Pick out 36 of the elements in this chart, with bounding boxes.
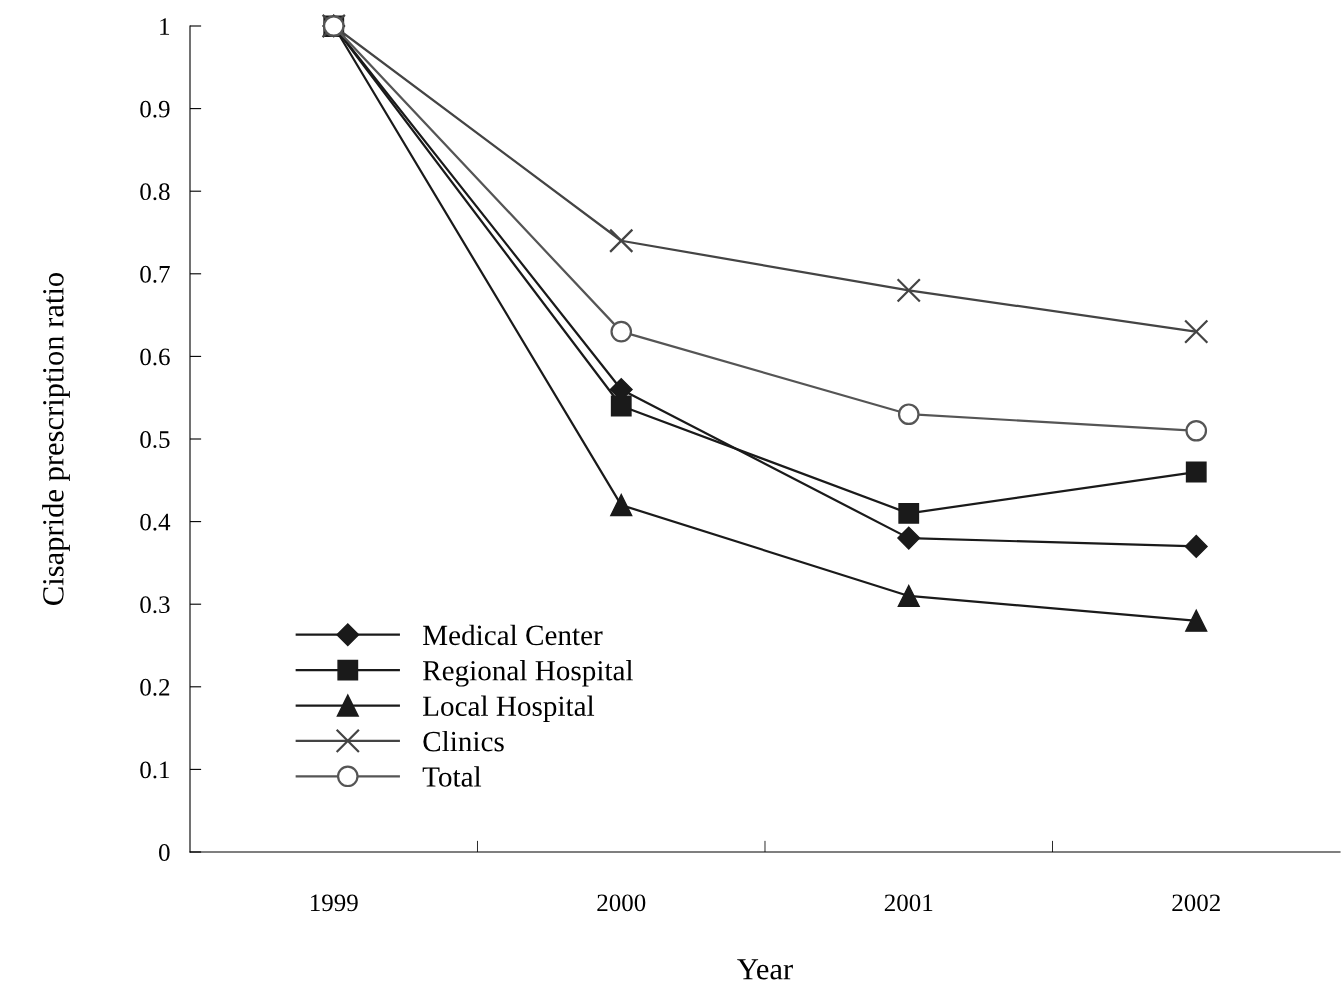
point: [896, 278, 921, 303]
x-tick-label: 2000: [597, 894, 646, 912]
legend-label: Total: [422, 766, 482, 787]
legend-label: Local Hospital: [423, 695, 595, 722]
point: [898, 502, 920, 524]
point: [610, 320, 633, 343]
point: [897, 584, 920, 608]
x-tick-label: 2001: [884, 894, 933, 912]
y-tick-label: 0.5: [140, 431, 170, 449]
legend-label: Regional Hospital: [423, 660, 634, 687]
y-tick-label: 0.9: [140, 100, 170, 118]
point: [1185, 419, 1208, 442]
legend-label: Medical Center: [423, 624, 603, 646]
y-tick-label: 0.6: [140, 348, 170, 366]
point: [1185, 609, 1208, 632]
x-tick-label: 1999: [310, 894, 358, 912]
y-axis-title: Cisapride prescription ratio: [42, 273, 70, 605]
x-tick-label: 2002: [1172, 894, 1220, 912]
point: [897, 526, 921, 550]
y-tick-label: 0.3: [140, 596, 170, 614]
y-tick-label: 0.7: [140, 265, 170, 283]
y-tick-label: 0.2: [140, 678, 170, 696]
point: [1185, 461, 1207, 483]
point: [1184, 319, 1209, 344]
point: [610, 493, 633, 517]
legend-label: Clinics: [423, 730, 504, 752]
point: [897, 403, 920, 426]
y-tick-label: 0: [159, 844, 170, 861]
point: [610, 395, 632, 417]
y-tick-label: 0.1: [140, 761, 170, 779]
y-tick-label: 1: [160, 18, 170, 35]
y-tick-label: 0.8: [140, 183, 170, 201]
x-axis-title: Year: [737, 959, 793, 980]
point: [609, 228, 634, 253]
point: [1184, 534, 1208, 558]
y-tick-label: 0.4: [140, 513, 171, 531]
